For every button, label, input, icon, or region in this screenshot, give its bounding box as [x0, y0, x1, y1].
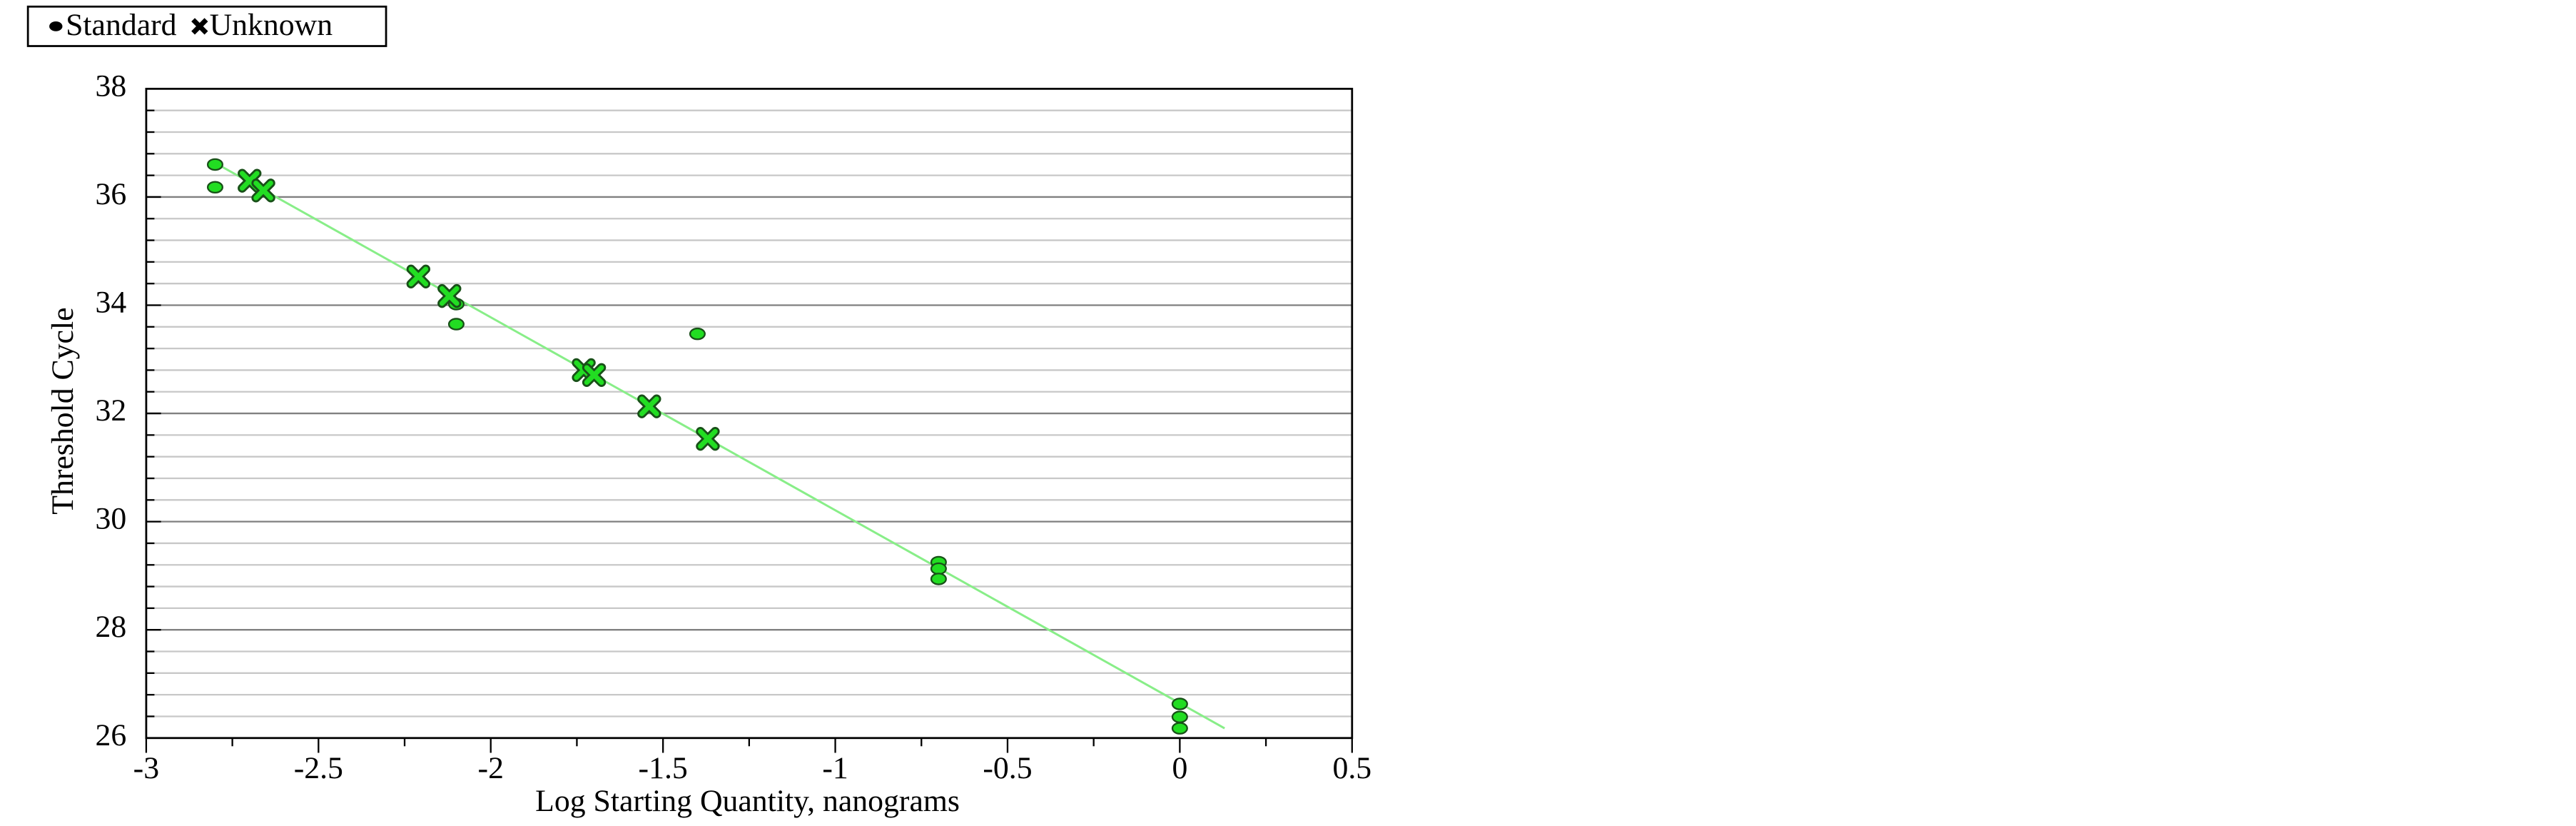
- x-tick-label: 0: [1172, 751, 1187, 785]
- x-axis-label: Log Starting Quantity, nanograms: [535, 784, 960, 818]
- standard-point: [206, 158, 223, 171]
- y-tick-label: 36: [96, 177, 127, 211]
- unknown-point: [582, 363, 607, 387]
- y-tick-label: 26: [96, 718, 127, 752]
- x-tick-label: -2: [478, 751, 504, 785]
- y-tick-label: 28: [96, 610, 127, 644]
- legend-label: Unknown: [210, 8, 333, 42]
- marker-fill: [439, 286, 460, 306]
- unknown-point: [406, 264, 431, 289]
- standard-point: [689, 327, 706, 341]
- unknown-point: [437, 283, 462, 308]
- legend-marker: [49, 21, 63, 31]
- standard-point: [447, 318, 465, 331]
- marker-fill: [253, 181, 273, 201]
- plot-frame: [145, 87, 1354, 740]
- marker-fill: [408, 266, 429, 287]
- y-axis-label: Threshold Cycle: [46, 307, 80, 514]
- y-tick-label: 38: [96, 69, 127, 103]
- x-tick-label: -1.5: [639, 751, 688, 785]
- standard-point: [1171, 710, 1188, 723]
- standard-point: [1171, 722, 1188, 735]
- standard-point: [206, 181, 223, 194]
- marker-fill: [584, 365, 604, 386]
- y-tick-label: 32: [96, 393, 127, 428]
- y-tick-label: 30: [96, 502, 127, 536]
- y-tick-label: 34: [96, 286, 127, 320]
- unknown-point: [696, 427, 720, 451]
- marker-fill: [639, 396, 659, 417]
- standard-point: [930, 562, 947, 575]
- marker-fill: [698, 428, 718, 449]
- x-tick-label: -3: [133, 751, 159, 785]
- standard-point: [1171, 697, 1188, 710]
- x-tick-label: -2.5: [294, 751, 343, 785]
- unknown-point: [251, 178, 275, 203]
- legend-box: [26, 5, 387, 47]
- standard-point: [930, 573, 947, 585]
- x-tick-label: 0.5: [1332, 751, 1371, 785]
- legend-label: Standard: [66, 8, 177, 42]
- x-tick-label: -0.5: [983, 751, 1032, 785]
- x-tick-label: -1: [822, 751, 848, 785]
- unknown-point: [637, 394, 661, 418]
- fit-line: [214, 161, 1225, 730]
- legend-marker: [191, 18, 208, 35]
